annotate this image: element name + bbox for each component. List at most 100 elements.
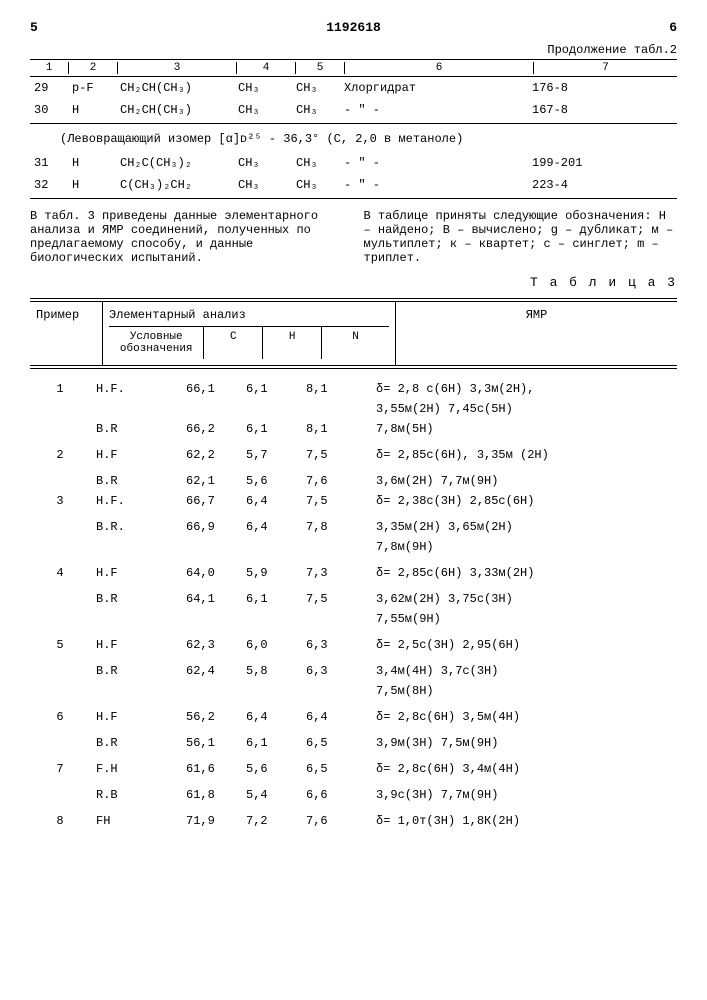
t3-cell-c xyxy=(180,612,240,626)
t2-cell-num: 30 xyxy=(30,103,68,117)
divider xyxy=(30,298,677,299)
t3-cell-nmr: δ= 1,0т(3Н) 1,8К(2Н) xyxy=(370,814,677,828)
t3-head-analysis-label: Элементарный анализ xyxy=(109,308,246,322)
t2-cell-d: CH₃ xyxy=(292,178,340,192)
t3-cell-h: 6,4 xyxy=(240,710,300,724)
t3-cell-n: 6,3 xyxy=(300,638,370,652)
document-number: 1192618 xyxy=(38,20,669,35)
table3-row: 5 Н.F 62,3 6,0 6,3 δ= 2,5с(3Н) 2,95(6Н) xyxy=(30,635,677,655)
t3-cell-h: 6,1 xyxy=(240,736,300,750)
t3-sub-h: H xyxy=(263,327,322,359)
t3-cell-example xyxy=(30,592,90,606)
t3-cell-n: 7,5 xyxy=(300,592,370,606)
t3-cell-example: 6 xyxy=(30,710,90,724)
t2-cell-a: H xyxy=(68,156,116,170)
table3-row: 3,55м(2Н) 7,45с(5Н) xyxy=(30,399,677,419)
table3-row: В.R 56,1 6,1 6,5 3,9м(3Н) 7,5м(9Н) xyxy=(30,733,677,753)
t3-cell-h xyxy=(240,540,300,554)
t3-cell-example xyxy=(30,402,90,416)
t3-cell-h: 5,8 xyxy=(240,664,300,678)
t3-cell-n xyxy=(300,612,370,626)
t3-cell-example: 2 xyxy=(30,448,90,462)
t3-head-example: Пример xyxy=(30,302,103,365)
t3-cell-h: 5,6 xyxy=(240,474,300,488)
t3-cell-h: 5,4 xyxy=(240,788,300,802)
t3-cell-h: 6,1 xyxy=(240,382,300,396)
t2-cell-num: 32 xyxy=(30,178,68,192)
t3-cell-n xyxy=(300,684,370,698)
t3-cell-nmr: δ= 2,8 с(6Н) 3,3м(2Н), xyxy=(370,382,677,396)
t3-cell-n: 6,5 xyxy=(300,762,370,776)
t3-cell-nmr: 3,6м(2Н) 7,7м(9Н) xyxy=(370,474,677,488)
t3-cell-example xyxy=(30,664,90,678)
t3-cell-nmr: 3,35м(2Н) 3,65м(2Н) xyxy=(370,520,677,534)
t3-cell-notation: Н.F xyxy=(90,566,180,580)
table3-row: 7,5м(8Н) xyxy=(30,681,677,701)
table2-row: 29 p-F CH₂CH(CH₃) CH₃ CH₃ Хлоргидрат 176… xyxy=(30,77,677,99)
table3-label: Т а б л и ц а 3 xyxy=(30,275,677,290)
continuation-label: Продолжение табл.2 xyxy=(30,43,677,57)
t3-cell-nmr: 3,9с(3Н) 7,7м(9Н) xyxy=(370,788,677,802)
t3-cell-notation: В.R xyxy=(90,474,180,488)
t3-cell-n: 6,5 xyxy=(300,736,370,750)
t2-cell-c: CH₃ xyxy=(234,103,292,117)
t3-cell-nmr: δ= 2,38с(3Н) 2,85с(6Н) xyxy=(370,494,677,508)
t3-cell-nmr: δ= 2,85с(6Н), 3,35м (2Н) xyxy=(370,448,677,462)
col-marker-right: 6 xyxy=(669,20,677,35)
t3-cell-nmr: 7,8м(5Н) xyxy=(370,422,677,436)
t2-col-6: 6 xyxy=(345,62,534,74)
t3-cell-c: 64,1 xyxy=(180,592,240,606)
t3-head-analysis: Элементарный анализ Условные обозначения… xyxy=(103,302,396,365)
para-left: В табл. 3 приведены данные элементарного… xyxy=(30,209,344,265)
table2-row: 32 H C(CH₃)₂CH₂ CH₃ CH₃ - " - 223-4 xyxy=(30,174,677,196)
t3-cell-h: 5,6 xyxy=(240,762,300,776)
t2-cell-b: CH₂C(CH₃)₂ xyxy=(116,156,234,170)
t3-cell-notation: Н.F xyxy=(90,448,180,462)
t2-cell-f: 223-4 xyxy=(528,178,677,192)
t2-col-4: 4 xyxy=(237,62,296,74)
t3-cell-example xyxy=(30,520,90,534)
t3-cell-c: 62,4 xyxy=(180,664,240,678)
t2-cell-a: p-F xyxy=(68,81,116,95)
t3-cell-n xyxy=(300,540,370,554)
t2-cell-d: CH₃ xyxy=(292,81,340,95)
t3-cell-c: 56,2 xyxy=(180,710,240,724)
t3-cell-notation: В.R xyxy=(90,592,180,606)
t3-cell-c: 64,0 xyxy=(180,566,240,580)
t2-cell-f: 167-8 xyxy=(528,103,677,117)
paragraph-block: В табл. 3 приведены данные элементарного… xyxy=(30,209,677,265)
table2-row: 30 H CH₂CH(CH₃) CH₃ CH₃ - " - 167-8 xyxy=(30,99,677,121)
t3-cell-h: 6,4 xyxy=(240,520,300,534)
t3-cell-h: 5,7 xyxy=(240,448,300,462)
t2-cell-e: - " - xyxy=(340,103,528,117)
t3-cell-nmr: δ= 2,5с(3Н) 2,95(6Н) xyxy=(370,638,677,652)
t2-cell-c: CH₃ xyxy=(234,156,292,170)
table3-row: 1 Н.F. 66,1 6,1 8,1 δ= 2,8 с(6Н) 3,3м(2Н… xyxy=(30,379,677,399)
t3-cell-h xyxy=(240,402,300,416)
t3-sub-n: N xyxy=(322,327,389,359)
t3-cell-c: 61,8 xyxy=(180,788,240,802)
table2-column-header: 1 2 3 4 5 6 7 xyxy=(30,59,677,77)
t3-cell-c: 61,6 xyxy=(180,762,240,776)
t2-col-1: 1 xyxy=(30,62,69,74)
isomer-note: (Левовращающий изомер [α]ᴅ²⁵ - 36,3° (С,… xyxy=(30,126,677,152)
t3-cell-c: 66,9 xyxy=(180,520,240,534)
table3-header: Пример Элементарный анализ Условные обоз… xyxy=(30,301,677,366)
table3-row: 4 Н.F 64,0 5,9 7,3 δ= 2,85с(6Н) 3,33м(2Н… xyxy=(30,563,677,583)
t3-cell-nmr: 3,55м(2Н) 7,45с(5Н) xyxy=(370,402,677,416)
t3-cell-nmr: 3,62м(2Н) 3,75с(3Н) xyxy=(370,592,677,606)
t3-cell-example xyxy=(30,474,90,488)
t2-col-3: 3 xyxy=(118,62,237,74)
table2-row: 31 H CH₂C(CH₃)₂ CH₃ CH₃ - " - 199-201 xyxy=(30,152,677,174)
t3-cell-c: 66,7 xyxy=(180,494,240,508)
t3-cell-example xyxy=(30,422,90,436)
t3-cell-n: 6,3 xyxy=(300,664,370,678)
t3-cell-example: 4 xyxy=(30,566,90,580)
t2-cell-d: CH₃ xyxy=(292,156,340,170)
t3-cell-h: 5,9 xyxy=(240,566,300,580)
t2-cell-c: CH₃ xyxy=(234,81,292,95)
t3-cell-n: 7,6 xyxy=(300,474,370,488)
t3-cell-notation: В.R xyxy=(90,736,180,750)
t3-cell-example: 5 xyxy=(30,638,90,652)
t3-cell-notation xyxy=(90,684,180,698)
